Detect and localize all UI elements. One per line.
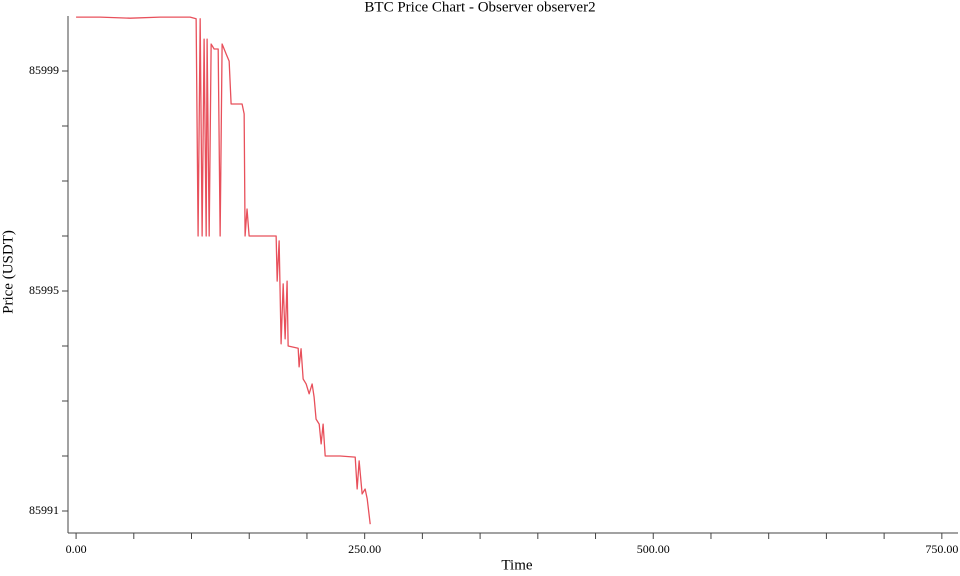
price-line xyxy=(76,16,371,525)
y-tick-label: 85995 xyxy=(29,283,59,297)
x-axis-title: Time xyxy=(501,557,532,573)
y-tick-label: 85991 xyxy=(29,503,59,517)
x-tick-label: 250.00 xyxy=(348,542,381,556)
x-tick-label: 0.00 xyxy=(66,542,87,556)
chart-title: BTC Price Chart - Observer observer2 xyxy=(364,0,595,15)
y-axis-title: Price (USDT) xyxy=(0,230,16,314)
x-tick-label: 750.00 xyxy=(925,542,958,556)
x-tick-label: 500.00 xyxy=(637,542,670,556)
y-tick-label: 85999 xyxy=(29,63,59,77)
